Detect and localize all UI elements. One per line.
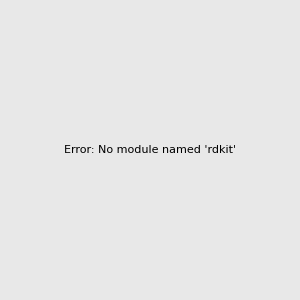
Text: Error: No module named 'rdkit': Error: No module named 'rdkit' bbox=[64, 145, 236, 155]
